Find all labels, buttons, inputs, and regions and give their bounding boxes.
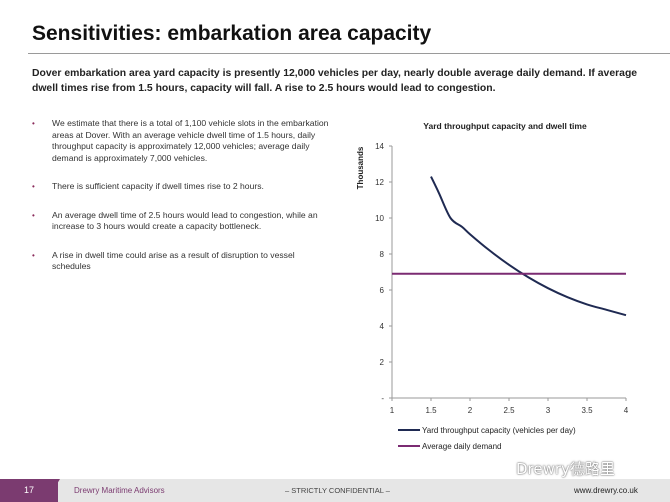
x-tick-label: 2 — [468, 406, 473, 415]
y-tick-label: 10 — [375, 214, 384, 223]
bullet-item: • There is sufficient capacity if dwell t… — [32, 181, 332, 193]
dwell-time-chart: Yard throughput capacity and dwell time … — [356, 121, 629, 451]
x-tick-label: 4 — [624, 406, 629, 415]
bullet-item: • An average dwell time of 2.5 hours woul… — [32, 210, 332, 233]
bullet-icon: • — [32, 119, 35, 128]
footer-company: Drewry Maritime Advisors — [74, 486, 165, 495]
chart-title: Yard throughput capacity and dwell time — [423, 121, 587, 131]
chart-series — [392, 176, 627, 317]
bullet-item: • We estimate that there is a total of 1,… — [32, 118, 332, 164]
lead-paragraph: Dover embarkation area yard capacity is … — [32, 68, 638, 94]
footer-bar — [0, 479, 670, 502]
chart-legend: Yard throughput capacity (vehicles per d… — [398, 426, 576, 451]
y-tick-label: 12 — [375, 178, 384, 187]
x-tick-label: 1 — [390, 406, 395, 415]
footer-url: www.drewry.co.uk — [574, 486, 638, 495]
bullet-text: We estimate that there is a total of 1,1… — [52, 118, 329, 163]
y-axis-label: Thousands — [356, 146, 365, 189]
capacity-series-line — [430, 176, 627, 317]
x-tick-label: 3.5 — [581, 406, 593, 415]
y-tick-label: 6 — [380, 286, 385, 295]
bullet-item: • A rise in dwell time could arise as a r… — [32, 250, 332, 273]
bullet-text: An average dwell time of 2.5 hours would… — [52, 209, 318, 232]
confidential-label: – STRICTLY CONFIDENTIAL – — [285, 486, 390, 495]
legend-label: Average daily demand — [422, 442, 501, 451]
y-tick-label: 4 — [380, 322, 385, 331]
bullet-icon: • — [32, 210, 35, 220]
bullet-text: A rise in dwell time could arise as a re… — [52, 249, 295, 272]
x-tick-label: 3 — [546, 406, 551, 415]
bullet-icon: • — [32, 182, 35, 191]
y-tick-label: - — [381, 394, 384, 403]
slide-title: Sensitivities: embarkation area capacity — [32, 22, 432, 45]
bullet-icon: • — [32, 250, 35, 260]
legend-label: Yard throughput capacity (vehicles per d… — [422, 426, 576, 435]
x-tick-label: 2.5 — [503, 406, 515, 415]
watermark-logo: Drewry德路里 — [516, 460, 615, 478]
chart-axes: - 2 4 6 8 10 12 14 1 1.5 2 2.5 3 3.5 4 — [375, 142, 629, 415]
page-number: 17 — [0, 479, 58, 502]
bullet-list: • We estimate that there is a total of 1,… — [32, 118, 332, 290]
x-tick-label: 1.5 — [425, 406, 437, 415]
y-tick-label: 14 — [375, 142, 384, 151]
title-divider — [28, 53, 670, 54]
y-tick-label: 2 — [380, 358, 385, 367]
bullet-text: There is sufficient capacity if dwell ti… — [52, 181, 264, 191]
y-tick-label: 8 — [380, 250, 385, 259]
